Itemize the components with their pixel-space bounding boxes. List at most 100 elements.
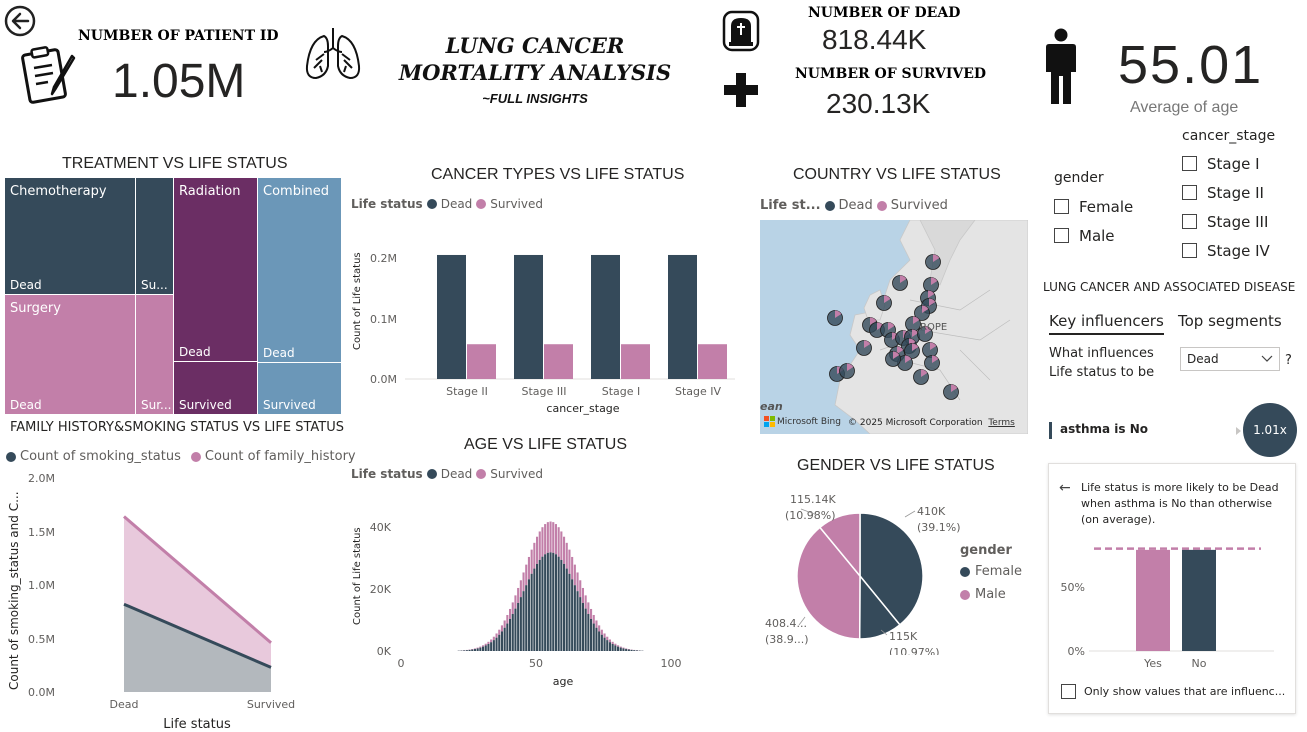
ytick: 40K xyxy=(370,521,392,534)
map-bubble-survived-wedge xyxy=(835,310,842,318)
bar-dead-stage-iv xyxy=(668,254,697,379)
age-bar-survived xyxy=(603,633,606,638)
gender-slicer: gender Female Male xyxy=(1054,170,1133,250)
age-title: AGE VS LIFE STATUS xyxy=(464,436,627,453)
age-bar-survived xyxy=(509,608,512,619)
age-ylabel: Count of Life status xyxy=(352,527,363,625)
legend-dead-dot xyxy=(426,199,437,209)
bar-survived-stage-ii xyxy=(467,344,496,379)
age-bar-dead xyxy=(544,554,547,651)
age-bar-dead xyxy=(530,573,533,651)
survived-kpi-value: 230.13K xyxy=(826,88,931,119)
map-bubble-survived-wedge xyxy=(921,369,928,377)
age-bar-dead xyxy=(519,597,522,651)
map-bubble-survived-wedge xyxy=(847,363,854,371)
treemap-surgery-dead[interactable]: Surgery Dead xyxy=(5,295,136,414)
bar-dead-stage-iii xyxy=(514,254,543,379)
dead-kpi-label: NUMBER OF DEAD xyxy=(808,5,961,21)
ytick: 0.1M xyxy=(370,313,397,326)
tab-top-segments[interactable]: Top segments xyxy=(1178,312,1282,330)
checkbox-icon xyxy=(1182,185,1197,200)
stage-option-1[interactable]: Stage I xyxy=(1182,149,1275,178)
tab-key-influencers[interactable]: Key influencers xyxy=(1049,312,1164,335)
map-bubble-survived-wedge xyxy=(888,322,895,330)
treemap-combined-survived[interactable]: Survived xyxy=(258,363,341,414)
line-smoking-status xyxy=(123,602,272,669)
checkbox-icon xyxy=(1182,156,1197,171)
age-bar-dead xyxy=(576,591,579,651)
legend-male-dot xyxy=(960,589,970,600)
title-line-2: MORTALITY ANALYSIS xyxy=(398,60,672,85)
treemap-surgery-survived[interactable]: Sur... xyxy=(136,295,174,414)
map-bubble-survived-wedge xyxy=(870,317,877,325)
bar-survived-stage-i xyxy=(621,344,650,379)
stage-option-2[interactable]: Stage II xyxy=(1182,178,1275,207)
treemap-radiation-survived[interactable]: Survived xyxy=(174,362,258,414)
ytick: 50% xyxy=(1061,581,1085,594)
legend-dead-dot xyxy=(824,200,835,211)
age-bar-dead xyxy=(514,608,517,651)
help-icon[interactable]: ? xyxy=(1285,353,1292,368)
treemap-combined-dead[interactable]: Combined Dead xyxy=(258,178,341,363)
influencer-filter-checkbox[interactable]: Only show values that are influenc... xyxy=(1061,684,1285,699)
age-bar-survived xyxy=(536,536,539,564)
age-bar-dead xyxy=(627,649,630,651)
age-bar-dead xyxy=(538,559,541,651)
bar-dead-stage-i xyxy=(591,254,620,379)
age-bar-survived xyxy=(600,629,603,635)
influencer-dropdown[interactable]: Dead xyxy=(1180,347,1280,371)
age-bar-survived xyxy=(563,536,566,564)
checkbox-icon xyxy=(1054,199,1069,214)
age-bar-dead xyxy=(479,647,482,651)
stage-option-3[interactable]: Stage III xyxy=(1182,207,1275,236)
treemap-chemotherapy-dead[interactable]: Chemotherapy Dead xyxy=(5,178,136,295)
treemap-chemotherapy-survived[interactable]: Su... xyxy=(136,178,174,295)
bar-label-no: No xyxy=(1192,657,1207,670)
age-bar-dead xyxy=(468,649,471,651)
age-bar-dead xyxy=(503,627,506,651)
legend-survived-dot xyxy=(476,469,487,479)
title-line-1: LUNG CANCER xyxy=(445,33,625,58)
age-bar-survived xyxy=(571,556,574,580)
back-button[interactable] xyxy=(4,5,36,37)
pie-label-bl-pct: (38.9...) xyxy=(765,633,809,646)
map-bubble-survived-wedge xyxy=(905,355,912,363)
europe-map[interactable]: ROPE ean Microsoft Bing © 2025 Microsoft… xyxy=(760,220,1028,434)
age-bar-survived xyxy=(541,527,544,557)
age-bar-survived xyxy=(500,625,503,632)
gender-option-female[interactable]: Female xyxy=(1054,192,1133,221)
age-bar-survived xyxy=(473,648,476,650)
stage-option-4[interactable]: Stage IV xyxy=(1182,236,1275,265)
age-bar-dead xyxy=(525,585,528,651)
map-bubble-survived-wedge xyxy=(933,254,940,262)
legend-title: Life status xyxy=(351,197,423,211)
age-bar-survived xyxy=(590,608,593,619)
map-bubble-survived-wedge xyxy=(913,316,920,324)
influencer-question: What influences Life status to be xyxy=(1049,346,1155,380)
cancer-types-legend: Life status Dead Survived xyxy=(351,197,543,211)
legend-title: Life st... xyxy=(760,198,821,213)
age-bar-dead xyxy=(473,649,476,651)
checkbox-icon xyxy=(1054,228,1069,243)
xtick: 50 xyxy=(529,657,543,670)
age-bar-dead xyxy=(614,645,617,651)
influencer-factor-row[interactable]: asthma is No xyxy=(1049,422,1239,439)
card-back-arrow-icon[interactable]: ← xyxy=(1059,480,1071,496)
treemap-radiation-dead[interactable]: Radiation Dead xyxy=(174,178,258,362)
age-bar-dead xyxy=(522,591,525,651)
ytick: 0.0M xyxy=(28,686,55,699)
age-bar-dead xyxy=(506,623,509,651)
area-smoking-status xyxy=(124,604,271,692)
pie-slice-male-survived xyxy=(818,512,861,579)
map-terms-link[interactable]: Terms xyxy=(988,418,1015,428)
xtick-stage-i: Stage I xyxy=(602,385,641,398)
age-bar-survived xyxy=(479,646,482,648)
age-bar-survived xyxy=(608,639,611,643)
age-bar-survived xyxy=(587,602,590,614)
factor-value-bubble[interactable]: 1.01x xyxy=(1243,403,1297,457)
gender-option-male[interactable]: Male xyxy=(1054,221,1133,250)
age-bar-survived xyxy=(503,620,506,628)
xtick-dead: Dead xyxy=(110,698,139,711)
checkbox-icon xyxy=(1182,243,1197,258)
bar-survived-stage-iii xyxy=(544,344,573,379)
